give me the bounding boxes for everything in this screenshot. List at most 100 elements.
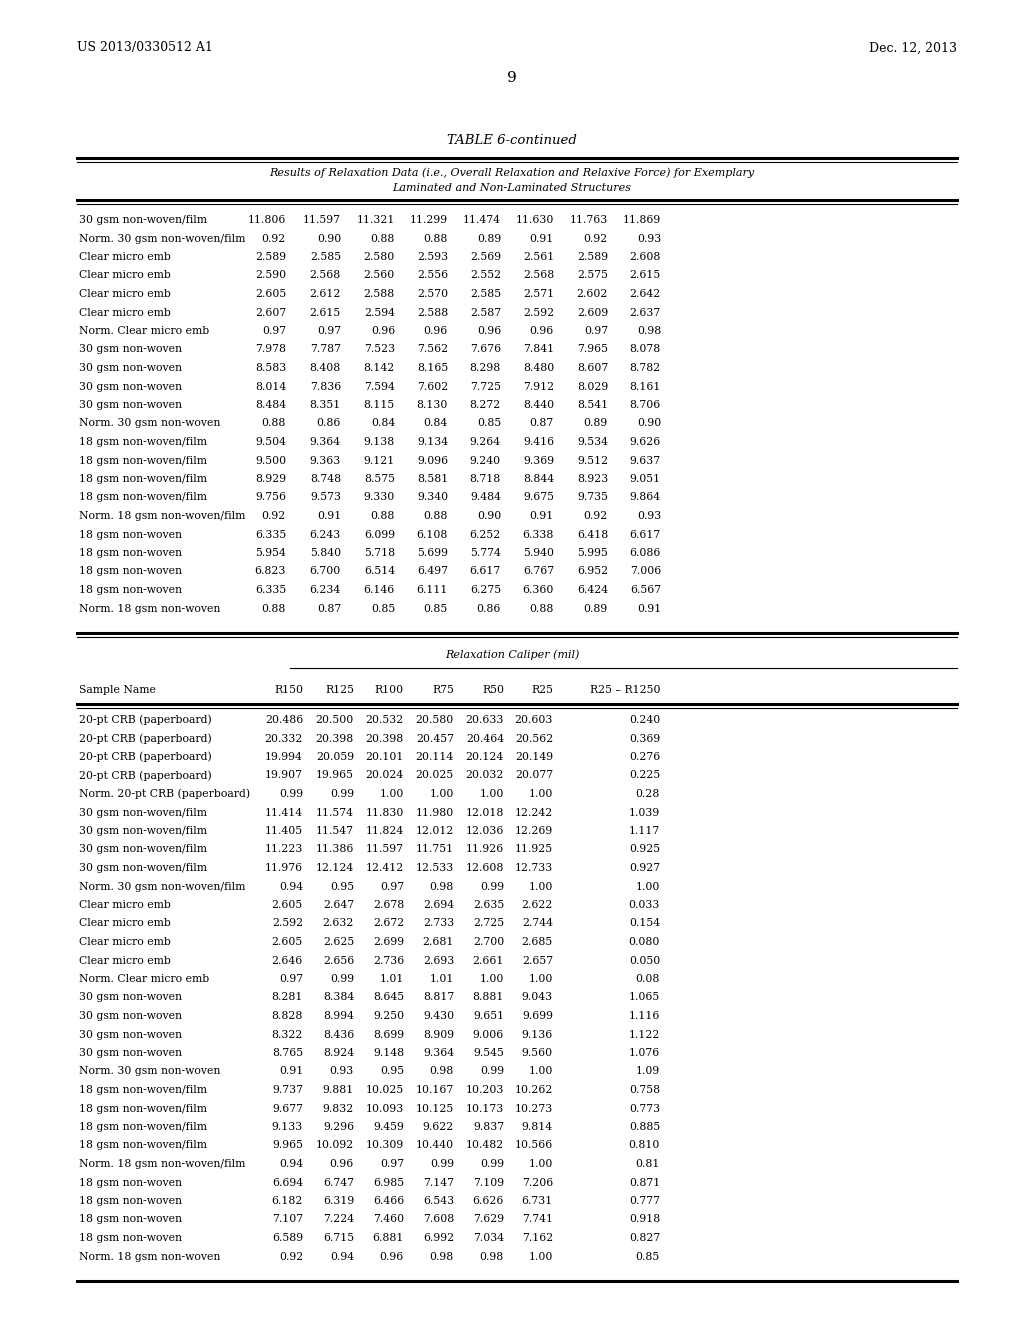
Text: 2.625: 2.625: [323, 937, 354, 946]
Text: 0.84: 0.84: [424, 418, 449, 429]
Text: Norm. 18 gsm non-woven/film: Norm. 18 gsm non-woven/film: [79, 511, 245, 521]
Text: 9.369: 9.369: [523, 455, 554, 466]
Text: 7.725: 7.725: [470, 381, 501, 392]
Text: 2.657: 2.657: [522, 956, 553, 965]
Text: 8.817: 8.817: [423, 993, 454, 1002]
Text: 12.733: 12.733: [515, 863, 553, 873]
Text: 2.605: 2.605: [255, 289, 286, 300]
Text: 0.89: 0.89: [477, 234, 501, 243]
Text: 6.747: 6.747: [323, 1177, 354, 1188]
Text: 6.567: 6.567: [630, 585, 662, 595]
Text: 0.90: 0.90: [637, 418, 662, 429]
Text: 30 gsm non-woven/film: 30 gsm non-woven/film: [79, 845, 207, 854]
Text: 6.466: 6.466: [373, 1196, 404, 1206]
Text: 6.694: 6.694: [272, 1177, 303, 1188]
Text: 2.592: 2.592: [523, 308, 554, 318]
Text: Norm. 18 gsm non-woven: Norm. 18 gsm non-woven: [79, 603, 220, 614]
Text: 20.562: 20.562: [515, 734, 553, 743]
Text: 20.077: 20.077: [515, 771, 553, 780]
Text: 0.99: 0.99: [279, 789, 303, 799]
Text: 20.101: 20.101: [366, 752, 404, 762]
Text: 12.242: 12.242: [515, 808, 553, 817]
Text: 10.203: 10.203: [466, 1085, 504, 1096]
Text: 9.504: 9.504: [255, 437, 286, 447]
Text: 1.122: 1.122: [629, 1030, 660, 1040]
Text: 9.340: 9.340: [417, 492, 449, 503]
Text: 0.225: 0.225: [629, 771, 660, 780]
Text: 20.059: 20.059: [315, 752, 354, 762]
Text: 8.272: 8.272: [470, 400, 501, 411]
Text: 0.080: 0.080: [629, 937, 660, 946]
Text: 0.93: 0.93: [637, 234, 662, 243]
Text: 8.484: 8.484: [255, 400, 286, 411]
Text: R25 – R1250: R25 – R1250: [590, 685, 660, 696]
Text: 2.642: 2.642: [630, 289, 662, 300]
Text: 2.615: 2.615: [630, 271, 662, 281]
Text: 6.543: 6.543: [423, 1196, 454, 1206]
Text: 0.96: 0.96: [477, 326, 501, 337]
Text: 8.384: 8.384: [323, 993, 354, 1002]
Text: Clear micro emb: Clear micro emb: [79, 308, 171, 318]
Text: 11.824: 11.824: [366, 826, 404, 836]
Text: 18 gsm non-woven/film: 18 gsm non-woven/film: [79, 492, 207, 503]
Text: 12.012: 12.012: [416, 826, 454, 836]
Text: 10.092: 10.092: [315, 1140, 354, 1151]
Text: 20-pt CRB (paperboard): 20-pt CRB (paperboard): [79, 733, 212, 743]
Text: 0.885: 0.885: [629, 1122, 660, 1133]
Text: 0.90: 0.90: [316, 234, 341, 243]
Text: 9.364: 9.364: [423, 1048, 454, 1059]
Text: 2.637: 2.637: [630, 308, 662, 318]
Text: 8.161: 8.161: [630, 381, 662, 392]
Text: 20.580: 20.580: [416, 715, 454, 725]
Text: Clear micro emb: Clear micro emb: [79, 271, 171, 281]
Text: 6.497: 6.497: [417, 566, 449, 577]
Text: 12.124: 12.124: [315, 863, 354, 873]
Text: 30 gsm non-woven/film: 30 gsm non-woven/film: [79, 826, 207, 836]
Text: 6.418: 6.418: [577, 529, 608, 540]
Text: 9.121: 9.121: [364, 455, 395, 466]
Text: 18 gsm non-woven: 18 gsm non-woven: [79, 1196, 182, 1206]
Text: 0.88: 0.88: [424, 511, 449, 521]
Text: Norm. Clear micro emb: Norm. Clear micro emb: [79, 326, 209, 337]
Text: 9.675: 9.675: [523, 492, 554, 503]
Text: 9.756: 9.756: [255, 492, 286, 503]
Text: 0.154: 0.154: [629, 919, 660, 928]
Text: R25: R25: [531, 685, 553, 696]
Text: 18 gsm non-woven: 18 gsm non-woven: [79, 548, 182, 558]
Text: 2.585: 2.585: [310, 252, 341, 261]
Text: 0.97: 0.97: [279, 974, 303, 983]
Text: 0.240: 0.240: [629, 715, 660, 725]
Text: 9.965: 9.965: [272, 1140, 303, 1151]
Text: 18 gsm non-woven/film: 18 gsm non-woven/film: [79, 1085, 207, 1096]
Text: 11.597: 11.597: [366, 845, 404, 854]
Text: 30 gsm non-woven: 30 gsm non-woven: [79, 363, 182, 374]
Text: Norm. 30 gsm non-woven/film: Norm. 30 gsm non-woven/film: [79, 234, 245, 243]
Text: 2.733: 2.733: [423, 919, 454, 928]
Text: 0.92: 0.92: [279, 1251, 303, 1262]
Text: 7.602: 7.602: [417, 381, 449, 392]
Text: R100: R100: [375, 685, 404, 696]
Text: 1.00: 1.00: [380, 789, 404, 799]
Text: 2.685: 2.685: [522, 937, 553, 946]
Text: 0.97: 0.97: [316, 326, 341, 337]
Text: 1.01: 1.01: [380, 974, 404, 983]
Text: 0.91: 0.91: [637, 603, 662, 614]
Text: 18 gsm non-woven: 18 gsm non-woven: [79, 566, 182, 577]
Text: 5.954: 5.954: [255, 548, 286, 558]
Text: 6.424: 6.424: [577, 585, 608, 595]
Text: 0.89: 0.89: [584, 603, 608, 614]
Text: 30 gsm non-woven: 30 gsm non-woven: [79, 1011, 182, 1020]
Text: 2.580: 2.580: [364, 252, 395, 261]
Text: 20.024: 20.024: [366, 771, 404, 780]
Text: 30 gsm non-woven: 30 gsm non-woven: [79, 345, 182, 355]
Text: 8.699: 8.699: [373, 1030, 404, 1040]
Text: 6.275: 6.275: [470, 585, 501, 595]
Text: 1.01: 1.01: [430, 974, 454, 983]
Text: 8.130: 8.130: [417, 400, 449, 411]
Text: 8.440: 8.440: [523, 400, 554, 411]
Text: 2.552: 2.552: [470, 271, 501, 281]
Text: 1.116: 1.116: [629, 1011, 660, 1020]
Text: 20.114: 20.114: [416, 752, 454, 762]
Text: Norm. 30 gsm non-woven: Norm. 30 gsm non-woven: [79, 1067, 220, 1077]
Text: 12.018: 12.018: [466, 808, 504, 817]
